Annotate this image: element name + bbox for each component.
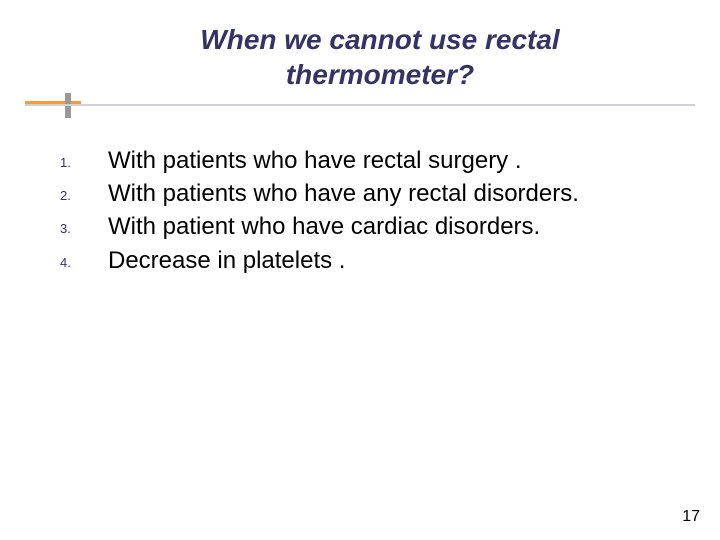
list-item: 2. With patients who have any rectal dis… bbox=[60, 178, 660, 209]
list-number: 1. bbox=[60, 145, 108, 170]
list-text: Decrease in platelets . bbox=[108, 245, 345, 276]
page-number: 17 bbox=[682, 508, 700, 526]
list-number: 2. bbox=[60, 178, 108, 203]
horizontal-rule bbox=[25, 104, 695, 106]
list-number: 3. bbox=[60, 211, 108, 236]
list-text: With patients who have any rectal disord… bbox=[108, 178, 579, 209]
slide: When we cannot use rectal thermometer? 1… bbox=[0, 0, 720, 540]
list-item: 3. With patient who have cardiac disorde… bbox=[60, 211, 660, 242]
list-number: 4. bbox=[60, 245, 108, 270]
list-text: With patient who have cardiac disorders. bbox=[108, 211, 540, 242]
list-item: 1. With patients who have rectal surgery… bbox=[60, 145, 660, 176]
list-text: With patients who have rectal surgery . bbox=[108, 145, 522, 176]
list-item: 4. Decrease in platelets . bbox=[60, 245, 660, 276]
slide-title: When we cannot use rectal thermometer? bbox=[110, 22, 650, 92]
list-body: 1. With patients who have rectal surgery… bbox=[60, 145, 660, 278]
